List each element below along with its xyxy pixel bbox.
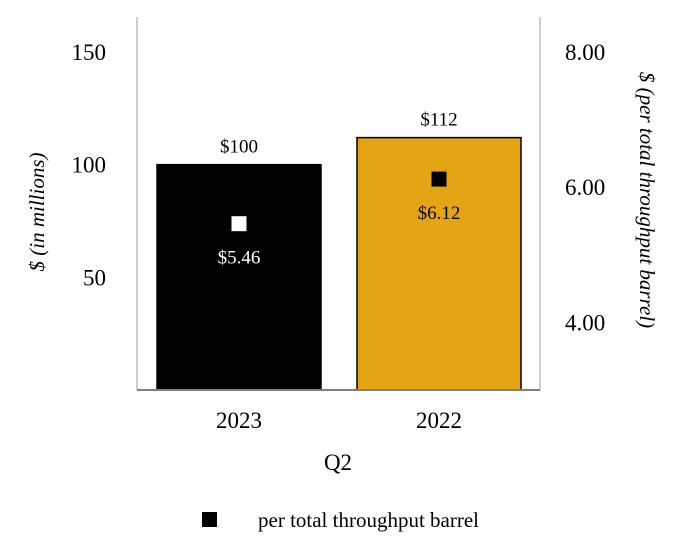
left-tick-label: 150: [72, 40, 107, 65]
plot-frame: [136, 17, 541, 390]
right-axis-title: $ (per total throughput barrel): [635, 72, 659, 328]
legend-label: per total throughput barrel: [258, 508, 479, 532]
category-label: 2023: [216, 408, 262, 433]
left-axis-title: $ (in millions): [25, 152, 49, 271]
right-tick-label: 4.00: [565, 310, 605, 335]
legend: per total throughput barrel: [202, 508, 479, 532]
right-tick-label: 6.00: [565, 175, 605, 200]
left-tick-label: 100: [72, 153, 107, 178]
legend-marker-square: [202, 512, 217, 527]
ticks-group: 50 100 150 4.00 6.00 8.00 2023 2022: [72, 40, 606, 433]
per-barrel-value-label: $6.12: [418, 203, 461, 224]
left-tick-label: 50: [83, 265, 106, 290]
category-label: 2022: [416, 408, 462, 433]
bar-value-label: $100: [220, 137, 258, 158]
markers-group: $5.46 $6.12: [218, 171, 461, 269]
bars-group: $100 $112: [156, 110, 522, 391]
x-axis-title: Q2: [324, 450, 352, 475]
per-barrel-marker: [231, 216, 247, 232]
bar-value-label: $112: [420, 110, 457, 131]
bar: [156, 163, 322, 391]
per-barrel-value-label: $5.46: [218, 248, 261, 269]
right-tick-label: 8.00: [565, 40, 605, 65]
per-barrel-marker: [431, 171, 447, 187]
